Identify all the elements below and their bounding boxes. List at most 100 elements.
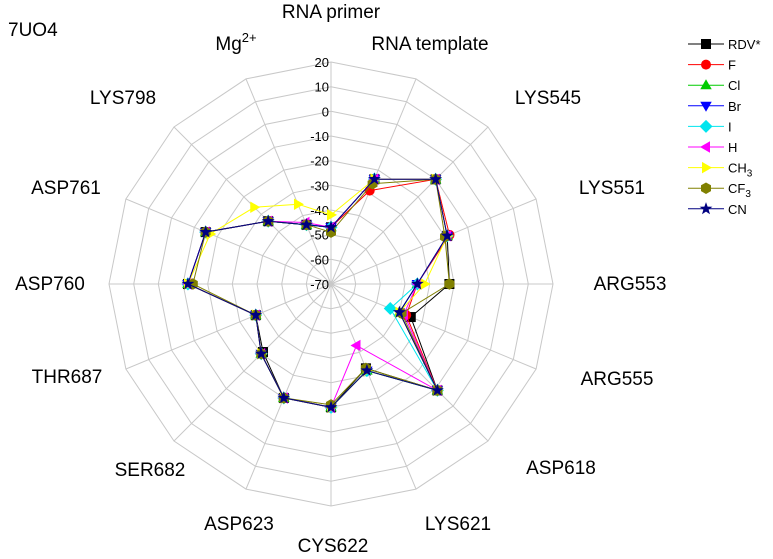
legend-marker	[700, 101, 712, 112]
legend-marker	[699, 202, 713, 215]
category-label-text: RNA primer	[282, 2, 381, 23]
r-tick-label: -10	[310, 129, 329, 144]
legend-label: H	[728, 140, 737, 155]
category-label-text: ASP623	[204, 514, 274, 535]
grid-spoke	[245, 283, 332, 490]
data-point	[300, 218, 313, 231]
grid-spoke	[330, 283, 537, 370]
category-label-superscript: 2+	[242, 30, 257, 45]
data-point	[383, 302, 397, 316]
category-label-text: LYS545	[515, 88, 581, 109]
legend-label: I	[728, 119, 732, 134]
grid-spoke	[330, 283, 417, 490]
series-cn	[181, 172, 454, 413]
data-point	[431, 383, 444, 396]
legend-marker	[701, 59, 711, 70]
legend-entry: H	[688, 140, 737, 155]
legend-label-subscript: 3	[747, 169, 753, 180]
legend-marker	[700, 141, 710, 153]
r-tick-label: -40	[310, 203, 329, 218]
data-point	[429, 172, 443, 185]
category-label: ASP623	[204, 514, 274, 535]
legend-label-subscript: 3	[745, 189, 751, 200]
data-point	[440, 229, 454, 242]
legend-marker	[701, 182, 711, 194]
category-label: LYS621	[425, 514, 491, 535]
data-point	[324, 220, 338, 233]
data-point	[324, 400, 338, 413]
data-point	[254, 347, 268, 360]
legend-marker	[700, 79, 712, 90]
data-point	[261, 214, 275, 227]
data-point	[293, 198, 304, 210]
data-point	[327, 209, 337, 221]
legend-label-text: CH	[728, 161, 747, 176]
category-label-text: ASP760	[15, 274, 85, 295]
category-label: ASP618	[526, 458, 596, 479]
r-tick-label: 10	[315, 80, 329, 95]
legend-label: F	[728, 58, 736, 73]
legend-label: Cl	[728, 78, 740, 93]
legend-label: CH3	[728, 161, 753, 180]
r-tick-label: -50	[310, 228, 329, 243]
r-tick-label: -70	[310, 277, 329, 292]
category-label: RNA primer	[282, 2, 381, 23]
grid-spoke	[125, 283, 332, 370]
legend-label-text: H	[728, 140, 737, 155]
category-label: ASP760	[15, 274, 85, 295]
data-point	[350, 339, 361, 352]
legend-entry: CH3	[688, 161, 753, 180]
category-label: LYS798	[90, 88, 156, 109]
legend-label: CF3	[728, 181, 751, 200]
legend-label-text: F	[728, 58, 736, 73]
r-tick-label: 20	[315, 55, 329, 70]
legend-label-text: CN	[728, 202, 747, 217]
category-label-text: THR687	[32, 367, 103, 388]
category-label-text: LYS621	[425, 514, 491, 535]
grid-spoke	[330, 126, 489, 285]
data-series	[181, 172, 455, 414]
category-label: ARG553	[594, 274, 667, 295]
data-point	[249, 308, 263, 321]
legend-entry: Cl	[688, 78, 740, 93]
r-tick-label: -20	[310, 154, 329, 169]
category-label: SER682	[115, 460, 186, 481]
legend-entry: CF3	[688, 181, 751, 200]
category-label-text: Mg	[215, 34, 241, 55]
category-label: LYS545	[515, 88, 581, 109]
legend-entry: F	[688, 58, 736, 73]
legend-entry: I	[688, 119, 732, 134]
legend-entry: RDV*	[688, 37, 761, 52]
legend-marker	[699, 119, 713, 133]
data-point	[392, 305, 406, 318]
category-label: Mg2+	[215, 30, 256, 55]
category-label: ARG555	[581, 369, 654, 390]
legend-label: CN	[728, 202, 747, 217]
radar-grid	[108, 61, 554, 507]
category-label-text: SER682	[115, 460, 186, 481]
r-tick-label: -30	[310, 178, 329, 193]
legend-label: Br	[728, 99, 742, 114]
data-point	[199, 225, 213, 238]
grid-spoke	[330, 283, 489, 442]
legend-entry: Br	[688, 99, 742, 114]
panel-label: 7UO4	[8, 20, 58, 41]
legend-label-text: Cl	[728, 78, 740, 93]
category-label: CYS622	[298, 536, 369, 557]
category-label-text: RNA template	[371, 34, 488, 55]
legend-label: RDV*	[728, 37, 761, 52]
grid-spoke	[330, 198, 537, 285]
data-point	[410, 277, 424, 290]
category-label-text: ARG555	[581, 369, 654, 390]
r-tick-label: -60	[310, 252, 329, 267]
radial-tick-labels: 20 10 0 -10 -20 -30 -40 -50 -60 -70	[310, 55, 329, 292]
category-label: LYS551	[579, 178, 645, 199]
category-label: THR687	[32, 367, 103, 388]
data-point	[444, 278, 455, 290]
legend-entry: CN	[688, 202, 747, 217]
category-label-text: CYS622	[298, 536, 369, 557]
category-label-text: ASP618	[526, 458, 596, 479]
legend-label-text: I	[728, 119, 732, 134]
